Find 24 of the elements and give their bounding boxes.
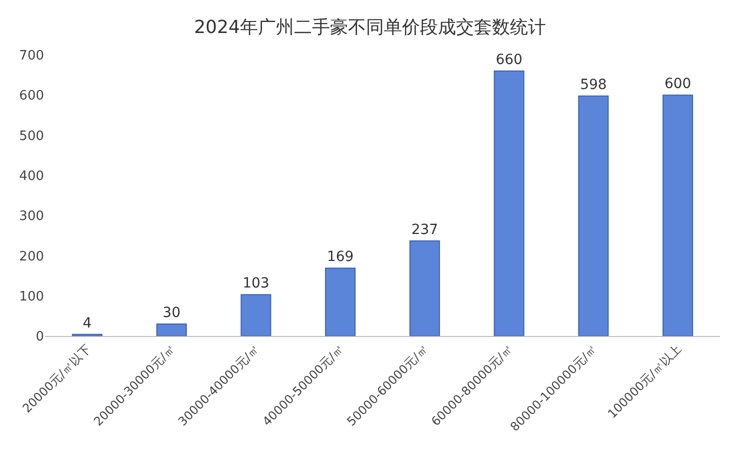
y-tick-label: 200 (19, 249, 44, 264)
y-tick-label: 600 (19, 88, 44, 104)
data-label: 600 (664, 76, 692, 92)
y-tick-label: 400 (19, 168, 44, 184)
data-label: 30 (162, 304, 180, 321)
bar (240, 294, 272, 336)
y-tick-label: 300 (19, 209, 44, 224)
bar (325, 268, 356, 336)
y-tick-label: 500 (19, 128, 44, 144)
data-label: 4 (82, 315, 92, 332)
data-label: 660 (496, 52, 522, 68)
y-tick-label: 700 (19, 48, 44, 64)
bar (578, 95, 609, 336)
chart-title: 2024年广州二手豪不同单价段成交套数统计 (194, 17, 546, 38)
bar (494, 70, 524, 336)
data-label: 237 (411, 222, 438, 238)
data-label: 103 (242, 276, 270, 292)
bar (409, 240, 440, 336)
y-tick-label: 0 (36, 330, 44, 345)
data-label: 598 (580, 76, 607, 93)
y-tick-label: 100 (19, 289, 44, 304)
bar (156, 323, 187, 336)
bar (662, 94, 694, 336)
data-label: 169 (326, 249, 354, 266)
